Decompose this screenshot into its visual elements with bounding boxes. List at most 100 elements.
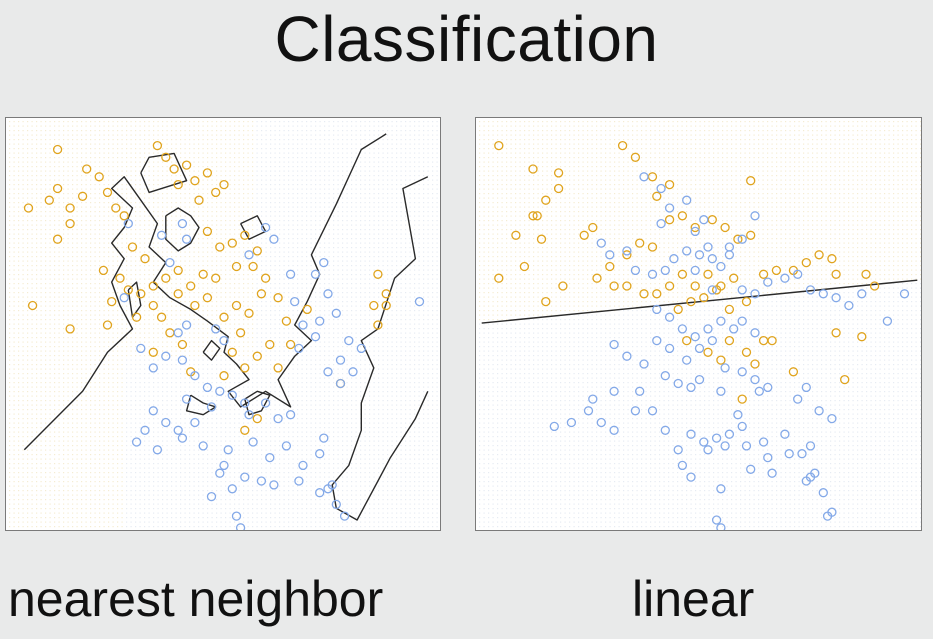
data-point-class-b: [227, 484, 237, 494]
data-point-class-b: [686, 429, 696, 439]
data-point-class-a: [592, 273, 602, 283]
data-point-class-b: [720, 441, 730, 451]
data-point-class-a: [52, 144, 63, 155]
data-point-class-b: [298, 320, 308, 330]
data-point-class-b: [882, 316, 893, 326]
data-point-class-a: [758, 269, 769, 279]
data-point-class-a: [673, 304, 683, 315]
data-point-class-a: [703, 269, 713, 279]
data-point-class-a: [840, 374, 850, 385]
data-point-class-b: [716, 261, 726, 272]
data-point-class-a: [381, 289, 391, 299]
data-point-class-b: [664, 312, 675, 322]
data-point-class-a: [252, 246, 262, 256]
data-point-class-b: [635, 386, 645, 396]
data-point-class-a: [536, 234, 547, 244]
data-point-class-b: [844, 300, 854, 311]
data-point-class-b: [331, 308, 341, 318]
data-point-class-b: [219, 460, 229, 471]
data-point-class-a: [579, 230, 589, 240]
data-point-class-b: [227, 390, 237, 400]
data-point-class-a: [528, 164, 538, 174]
data-point-class-b: [763, 452, 773, 463]
data-point-class-b: [818, 289, 828, 299]
data-point-class-b: [660, 425, 670, 435]
decision-boundary: [127, 281, 142, 318]
nearest-neighbor-plot: [5, 117, 441, 531]
data-point-class-a: [94, 172, 104, 182]
data-point-class-b: [673, 445, 683, 455]
data-point-class-b: [323, 367, 333, 377]
data-point-class-b: [716, 316, 726, 326]
data-point-class-b: [767, 468, 777, 478]
data-point-class-b: [173, 425, 183, 435]
data-point-class-a: [148, 281, 158, 291]
data-point-class-b: [690, 332, 700, 342]
data-point-class-a: [716, 355, 726, 365]
data-point-class-a: [65, 218, 75, 229]
data-point-class-a: [814, 250, 824, 260]
data-point-class-a: [690, 281, 700, 291]
data-point-class-a: [281, 316, 292, 326]
data-point-class-b: [622, 351, 632, 361]
data-point-class-b: [793, 394, 803, 404]
data-point-class-b: [784, 449, 794, 459]
data-point-class-a: [373, 269, 383, 279]
data-point-class-b: [827, 413, 837, 424]
data-point-class-b: [716, 386, 726, 396]
data-point-class-b: [294, 476, 304, 486]
data-point-class-b: [177, 355, 188, 365]
data-point-class-b: [720, 363, 730, 373]
data-point-class-b: [707, 335, 717, 346]
data-point-class-a: [148, 347, 158, 357]
data-point-class-b: [733, 410, 743, 420]
data-point-class-b: [414, 296, 425, 307]
nearest-neighbor-chart: [9, 121, 438, 530]
data-point-class-a: [724, 304, 735, 315]
data-point-class-b: [737, 367, 747, 377]
data-point-class-a: [652, 191, 662, 201]
data-point-class-a: [741, 296, 752, 307]
data-point-class-b: [801, 382, 811, 393]
data-point-class-b: [315, 316, 325, 326]
data-point-class-b: [235, 523, 246, 530]
data-point-class-b: [148, 363, 158, 373]
data-point-class-a: [617, 140, 628, 151]
data-point-class-b: [219, 335, 229, 346]
linear-chart: [479, 121, 921, 530]
data-point-class-b: [664, 343, 675, 354]
data-point-class-a: [127, 242, 138, 252]
data-point-class-a: [588, 222, 598, 233]
data-point-class-a: [123, 285, 133, 295]
data-point-class-b: [609, 386, 619, 396]
data-point-class-a: [219, 312, 229, 322]
data-point-class-b: [758, 437, 769, 447]
data-point-class-a: [369, 300, 379, 311]
data-point-class-b: [630, 265, 641, 276]
data-point-class-b: [686, 472, 696, 482]
data-point-class-b: [707, 285, 717, 295]
data-point-class-a: [553, 168, 564, 178]
data-point-class-a: [711, 285, 722, 295]
data-point-class-a: [248, 261, 258, 272]
data-point-class-b: [609, 339, 619, 350]
data-point-class-b: [694, 250, 705, 260]
data-point-class-b: [630, 406, 641, 416]
data-point-class-b: [750, 374, 760, 385]
data-point-class-a: [211, 187, 221, 198]
data-point-class-b: [294, 343, 304, 354]
data-point-class-a: [202, 293, 213, 303]
data-point-class-b: [344, 335, 354, 346]
data-point-class-a: [788, 367, 799, 377]
data-point-class-b: [131, 437, 142, 447]
data-point-class-a: [219, 371, 229, 381]
data-point-class-b: [699, 215, 709, 225]
data-point-class-a: [541, 195, 551, 205]
data-point-class-a: [720, 222, 730, 233]
data-point-class-a: [664, 281, 675, 291]
data-point-class-b: [750, 289, 760, 299]
data-point-class-b: [161, 417, 171, 428]
data-point-class-b: [206, 491, 217, 502]
data-point-class-a: [664, 215, 675, 225]
background-dot-grid: [9, 121, 438, 528]
